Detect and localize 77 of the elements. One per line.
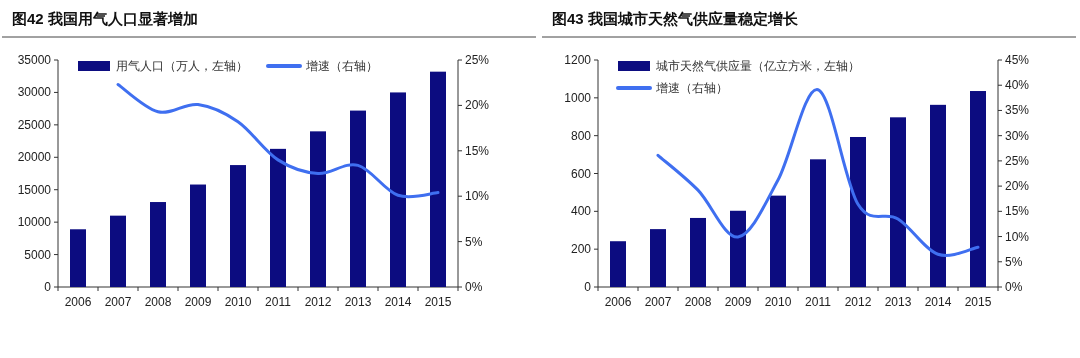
- y2-tick-label: 35%: [1005, 103, 1030, 118]
- bar: [430, 71, 446, 287]
- y2-tick-label: 5%: [1005, 254, 1023, 269]
- x-tick-label: 2011: [805, 295, 832, 309]
- bar: [690, 217, 706, 287]
- bar: [610, 241, 626, 287]
- x-tick-label: 2007: [644, 295, 672, 309]
- x-tick-label: 2009: [724, 295, 752, 309]
- y-tick-label: 20000: [17, 150, 52, 165]
- y2-tick-label: 10%: [465, 189, 490, 204]
- x-tick-label: 2012: [844, 295, 872, 309]
- y2-tick-label: 20%: [1005, 179, 1030, 194]
- y2-tick-label: 15%: [465, 143, 490, 158]
- x-tick-label: 2009: [184, 295, 212, 309]
- bar: [350, 110, 366, 287]
- y2-tick-label: 0%: [1005, 280, 1023, 294]
- y-tick-label: 1200: [564, 53, 592, 67]
- legend-label: 城市天然气供应量（亿立方米，左轴）: [655, 59, 860, 73]
- x-tick-label: 2013: [884, 295, 912, 309]
- x-tick-label: 2007: [104, 295, 132, 309]
- y2-tick-label: 15%: [1005, 204, 1030, 219]
- y2-tick-label: 30%: [1005, 128, 1030, 143]
- chart-title: 图42 我国用气人口显著增加: [12, 10, 198, 27]
- x-tick-label: 2010: [764, 295, 792, 309]
- y2-tick-label: 20%: [465, 98, 490, 113]
- bar: [390, 92, 406, 287]
- y2-tick-label: 40%: [1005, 78, 1030, 93]
- x-tick-label: 2014: [384, 295, 412, 309]
- bar: [770, 195, 786, 287]
- x-tick-label: 2010: [224, 295, 252, 309]
- y-tick-label: 15000: [17, 182, 52, 197]
- x-tick-label: 2015: [964, 295, 992, 309]
- x-tick-label: 2014: [924, 295, 952, 309]
- y2-tick-label: 25%: [1005, 153, 1030, 168]
- x-tick-label: 2008: [144, 295, 172, 309]
- y-tick-label: 800: [570, 128, 592, 143]
- y2-tick-label: 10%: [1005, 229, 1030, 244]
- x-tick-label: 2006: [604, 295, 632, 309]
- y-tick-label: 1000: [564, 90, 592, 105]
- chart-title: 图43 我国城市天然气供应量稳定增长: [552, 10, 799, 27]
- bar: [190, 184, 206, 287]
- y-tick-label: 25000: [17, 117, 52, 132]
- bar: [890, 117, 906, 287]
- y-tick-label: 600: [570, 166, 592, 181]
- x-tick-label: 2006: [64, 295, 92, 309]
- bar: [650, 229, 666, 287]
- legend-label: 增速（右轴）: [655, 81, 728, 95]
- legend-label: 用气人口（万人，左轴）: [116, 59, 248, 73]
- bar: [930, 104, 946, 287]
- legend-label: 增速（右轴）: [305, 59, 378, 73]
- bar: [70, 229, 86, 287]
- y2-tick-label: 0%: [465, 280, 483, 294]
- bar: [230, 165, 246, 287]
- bar: [730, 210, 746, 287]
- x-tick-label: 2012: [304, 295, 332, 309]
- y-tick-label: 30000: [17, 85, 52, 100]
- bar: [810, 159, 826, 287]
- bar: [970, 91, 986, 287]
- y-tick-label: 200: [570, 242, 592, 257]
- y-tick-label: 400: [570, 204, 592, 219]
- y2-tick-label: 25%: [465, 53, 490, 67]
- x-tick-label: 2015: [424, 295, 452, 309]
- x-tick-label: 2008: [684, 295, 712, 309]
- y-tick-label: 35000: [17, 53, 52, 67]
- y-tick-label: 5000: [24, 247, 52, 262]
- bar: [150, 202, 166, 287]
- y-tick-label: 0: [44, 280, 52, 294]
- bar: [270, 148, 286, 287]
- x-tick-label: 2011: [265, 295, 292, 309]
- x-tick-label: 2013: [344, 295, 372, 309]
- bar: [310, 131, 326, 287]
- y2-tick-label: 45%: [1005, 53, 1030, 67]
- y2-tick-label: 5%: [465, 234, 483, 249]
- y-tick-label: 0: [584, 280, 592, 294]
- bar: [850, 136, 866, 287]
- y-tick-label: 10000: [17, 215, 52, 230]
- bar: [110, 215, 126, 287]
